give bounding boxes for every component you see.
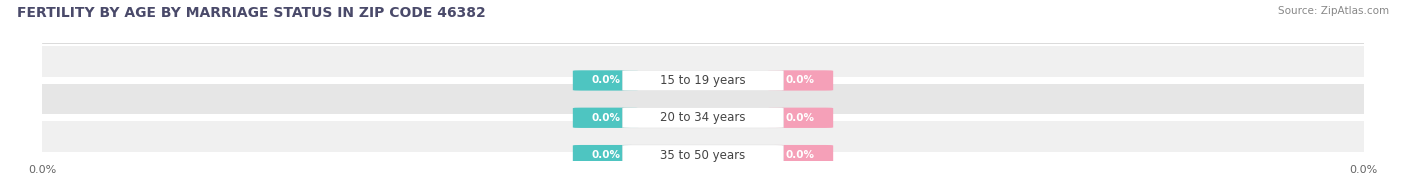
Text: 35 to 50 years: 35 to 50 years [661,149,745,162]
FancyBboxPatch shape [572,108,638,128]
Text: 15 to 19 years: 15 to 19 years [661,74,745,87]
Bar [42,46,1364,77]
Text: 0.0%: 0.0% [786,75,815,85]
FancyBboxPatch shape [572,70,638,91]
Bar [42,84,1364,114]
Text: 0.0%: 0.0% [591,150,620,160]
Text: 0.0%: 0.0% [591,113,620,123]
Text: 0.0%: 0.0% [786,150,815,160]
Text: FERTILITY BY AGE BY MARRIAGE STATUS IN ZIP CODE 46382: FERTILITY BY AGE BY MARRIAGE STATUS IN Z… [17,6,485,20]
FancyBboxPatch shape [768,70,834,91]
Text: 0.0%: 0.0% [786,113,815,123]
Bar [42,121,1364,152]
FancyBboxPatch shape [768,145,834,165]
Text: Source: ZipAtlas.com: Source: ZipAtlas.com [1278,6,1389,16]
FancyBboxPatch shape [623,108,783,128]
Text: 0.0%: 0.0% [591,75,620,85]
FancyBboxPatch shape [623,70,783,91]
FancyBboxPatch shape [572,145,638,165]
Text: 20 to 34 years: 20 to 34 years [661,111,745,124]
FancyBboxPatch shape [768,108,834,128]
FancyBboxPatch shape [623,145,783,165]
